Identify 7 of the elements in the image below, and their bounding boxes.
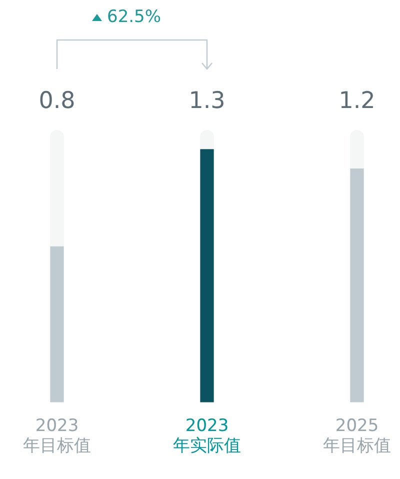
x-tick-label: 2025 年目标值 <box>323 416 391 456</box>
text: 62.5% <box>107 7 162 27</box>
data-label: 1.2 <box>338 88 376 114</box>
data-label: 0.8 <box>38 88 76 114</box>
x-tick-label: 2023 年实际值 <box>173 416 241 456</box>
data-label: 1.3 <box>188 88 226 114</box>
x-tick-label: 2023 年目标值 <box>23 416 91 456</box>
